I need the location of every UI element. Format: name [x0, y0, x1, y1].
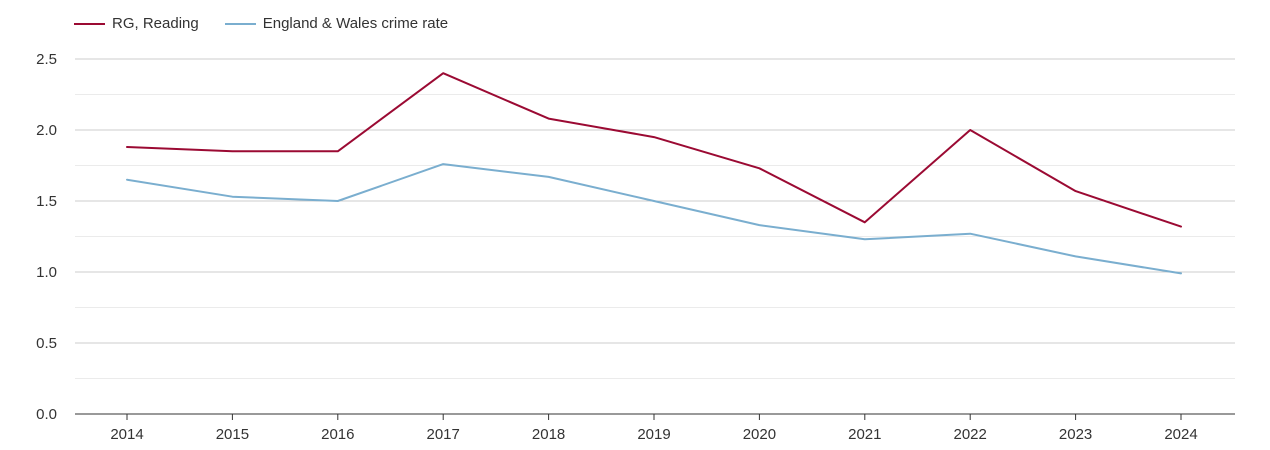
legend-item-rg-reading[interactable]: RG, Reading — [74, 15, 199, 32]
x-tick-label: 2022 — [954, 426, 987, 443]
x-tick-label: 2017 — [427, 426, 460, 443]
x-tick-label: 2023 — [1059, 426, 1092, 443]
legend-label-england-wales: England & Wales crime rate — [262, 15, 449, 32]
legend-label-rg-reading: RG, Reading — [112, 15, 199, 32]
series-lines — [126, 72, 1182, 275]
x-tick-label: 2019 — [637, 426, 670, 443]
series-line-rg-reading[interactable] — [126, 72, 1182, 228]
y-tick-label: 2.5 — [36, 51, 57, 68]
x-tick-label: 2015 — [216, 426, 249, 443]
axes — [75, 413, 1235, 420]
x-tick-label: 2024 — [1164, 426, 1197, 443]
legend-item-england-wales[interactable]: England & Wales crime rate — [224, 15, 449, 32]
y-tick-label: 0.5 — [36, 335, 57, 352]
y-tick-label: 2.0 — [36, 122, 57, 139]
legend-swatch-england-wales — [224, 22, 256, 25]
x-tick-label: 2020 — [743, 426, 776, 443]
y-tick-label: 0.0 — [36, 406, 57, 423]
grid-lines — [75, 58, 1235, 379]
x-tick-label: 2018 — [532, 426, 565, 443]
x-tick-label: 2016 — [321, 426, 354, 443]
y-tick-label: 1.0 — [36, 264, 57, 281]
tick-labels: 2014 2015 2016 2017 2018 2019 2020 2021 2022 2023… — [36, 51, 1198, 443]
chart-legend: RG, Reading England & Wales crime rate — [74, 15, 474, 32]
x-tick-label: 2014 — [110, 426, 143, 443]
y-tick-label: 1.5 — [36, 193, 57, 210]
series-line-england-wales[interactable] — [126, 163, 1182, 275]
legend-swatch-rg-reading — [74, 22, 105, 25]
x-tick-label: 2021 — [848, 426, 881, 443]
